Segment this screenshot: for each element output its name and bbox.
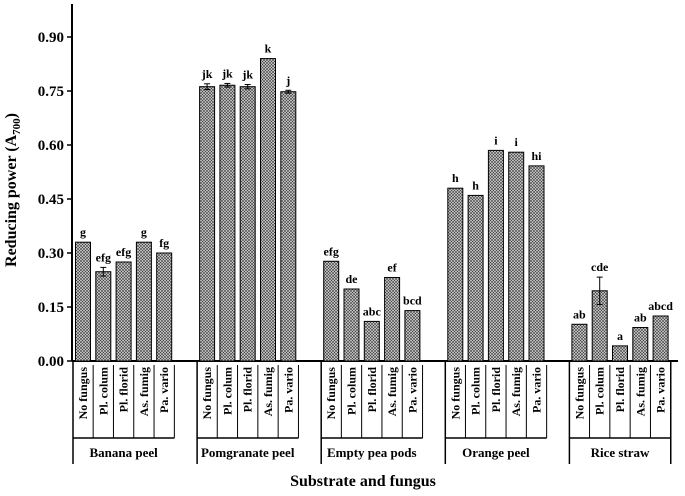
significance-letter: cde: [591, 260, 609, 274]
fungus-tick-label: Pl. colum: [345, 367, 359, 415]
bar: [467, 194, 484, 362]
y-axis-title: Reducing power (A700): [3, 113, 23, 267]
bar: [528, 165, 545, 362]
fungus-tick-label: Pl. colum: [96, 367, 110, 415]
significance-letter: j: [285, 73, 290, 87]
significance-letter: k: [265, 42, 272, 56]
fungus-tick-label: Pl. florid: [489, 367, 503, 413]
significance-letter: ab: [573, 307, 586, 321]
fungus-tick-label: No fungus: [324, 367, 338, 420]
fungus-tick-label: Pa. vario: [654, 367, 668, 413]
fungus-tick-label: No fungus: [76, 367, 90, 420]
substrate-label: Orange peel: [462, 445, 530, 460]
bar: [260, 58, 276, 362]
bar: [404, 310, 421, 362]
bar: [135, 241, 152, 362]
bar: [343, 288, 360, 362]
significance-letter: efg: [324, 244, 339, 258]
plot-area: 0.00 0.15 0.30 0.45 0.60 0.75 0.90 g No fungus ef…: [38, 4, 678, 464]
significance-letter: i: [494, 133, 498, 147]
significance-letter: jk: [201, 67, 213, 81]
bar: [487, 149, 504, 362]
fungus-tick-label: As. fumig: [137, 367, 151, 416]
y-tick-label: 0.75: [38, 84, 64, 100]
bar: [156, 252, 173, 362]
fungus-tick-label: Pl. florid: [365, 367, 379, 413]
significance-letter: hi: [531, 149, 542, 163]
fungus-tick-label: No fungus: [448, 367, 462, 420]
substrate-label: Empty pea pods: [327, 445, 417, 460]
bar: [447, 187, 464, 362]
bar: [612, 345, 628, 362]
bar: [75, 241, 91, 362]
bar: [115, 261, 132, 362]
y-axis-title-close: ): [3, 113, 20, 118]
significance-letter: efg: [96, 250, 111, 264]
significance-letter: h: [472, 178, 479, 192]
significance-letter: abc: [363, 304, 382, 318]
bar: [323, 260, 340, 362]
significance-letter: abcd: [648, 299, 673, 313]
fungus-tick-label: Pl. colum: [469, 367, 483, 415]
y-axis-title-text: Reducing power (A700): [3, 113, 23, 267]
bar: [384, 276, 401, 362]
fungus-tick-label: No fungus: [200, 367, 214, 420]
significance-letter: g: [80, 225, 86, 239]
significance-letter: efg: [116, 245, 131, 259]
bar: [239, 86, 256, 362]
bar: [95, 271, 112, 362]
fungus-tick-label: Pl. florid: [613, 367, 627, 413]
significance-letter: jk: [241, 68, 253, 82]
bar: [199, 86, 216, 362]
bar: [652, 315, 669, 362]
significance-letter: i: [515, 135, 519, 149]
significance-letter: de: [346, 272, 359, 286]
fungus-tick-label: Pl. florid: [117, 367, 131, 413]
significance-letter: ef: [387, 260, 397, 274]
y-axis-title-main: Reducing power (A: [3, 134, 20, 267]
fungus-tick-label: Pa. vario: [405, 367, 419, 413]
significance-letter: ab: [634, 311, 647, 325]
bar: [571, 323, 588, 362]
y-tick-label: 0.60: [38, 138, 64, 154]
significance-letter: g: [141, 225, 147, 239]
substrate-label: Pomgranate peel: [201, 445, 295, 460]
fungus-tick-label: Pa. vario: [157, 367, 171, 413]
fungus-tick-label: Pl. florid: [241, 367, 255, 413]
fungus-tick-label: As. fumig: [509, 367, 523, 416]
substrate-label: Banana peel: [89, 445, 158, 460]
fungus-tick-label: As. fumig: [633, 367, 647, 416]
fungus-tick-label: No fungus: [572, 367, 586, 420]
bar: [219, 84, 236, 362]
y-tick-label: 0.45: [38, 192, 64, 208]
fungus-tick-label: As. fumig: [385, 367, 399, 416]
significance-letter: jk: [221, 66, 233, 80]
x-axis-title: Substrate and fungus: [290, 473, 436, 490]
fungus-tick-label: Pa. vario: [281, 367, 295, 413]
significance-letter: h: [452, 171, 459, 185]
y-tick-label: 0.30: [38, 246, 64, 262]
fungus-tick-label: Pl. colum: [593, 367, 607, 415]
significance-letter: fg: [159, 236, 169, 250]
y-tick-label: 0.90: [38, 30, 64, 46]
bar: [508, 151, 525, 362]
y-axis-title-subscript: 700: [11, 118, 23, 135]
y-tick-label: 0.00: [38, 354, 64, 370]
fungus-tick-label: Pa. vario: [530, 367, 544, 413]
fungus-tick-label: Pl. colum: [220, 367, 234, 415]
y-tick-label: 0.15: [38, 300, 64, 316]
significance-letter: bcd: [403, 294, 422, 308]
significance-letter: a: [617, 329, 623, 343]
bar: [280, 91, 297, 362]
bar: [363, 320, 380, 362]
bar: [632, 327, 649, 362]
substrate-label: Rice straw: [591, 445, 650, 460]
fungus-tick-label: As. fumig: [261, 367, 275, 416]
